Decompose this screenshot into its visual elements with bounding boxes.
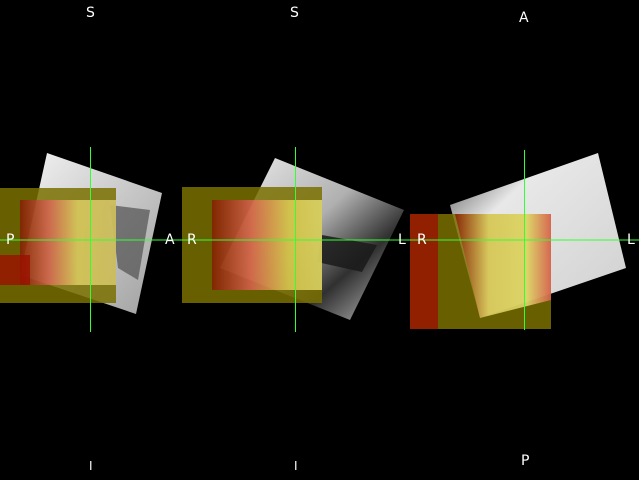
sagittal-image[interactable] (0, 0, 182, 480)
sagittal-bottom-label: I (89, 459, 93, 473)
coronal-view[interactable]: S R L I (182, 0, 410, 480)
coronal-top-label: S (290, 5, 299, 21)
sagittal-top-label: S (86, 5, 95, 21)
anatomy-dark-region (317, 235, 377, 272)
overlay-intensity (212, 200, 322, 290)
coronal-bottom-label: I (294, 459, 298, 473)
axial-bottom-label: P (521, 453, 530, 469)
overlay-hot-region (0, 255, 30, 285)
axial-top-label: A (519, 10, 529, 26)
sagittal-left-label: P (6, 232, 15, 248)
axial-view[interactable]: A R L P (410, 0, 639, 480)
axial-image[interactable] (410, 0, 639, 480)
coronal-left-label: R (187, 232, 197, 248)
anatomy-dark-region (110, 205, 150, 280)
overlay-hot-region (410, 214, 438, 329)
axial-right-label: L (627, 232, 635, 248)
sagittal-view[interactable]: S P A I (0, 0, 182, 480)
overlay-intensity (20, 200, 116, 285)
coronal-right-label: L (398, 232, 406, 248)
coronal-image[interactable] (182, 0, 410, 480)
sagittal-right-label: A (165, 232, 175, 248)
axial-left-label: R (417, 232, 427, 248)
